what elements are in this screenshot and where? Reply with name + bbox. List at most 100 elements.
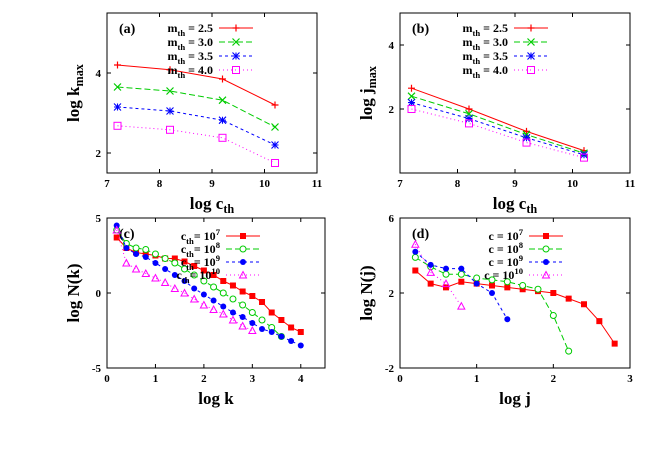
- plot-frame: [399, 12, 631, 174]
- legend-label: mth = 2.5: [167, 21, 213, 38]
- y-tick-label: 2: [389, 288, 395, 300]
- data-point: [407, 98, 416, 107]
- data-point: [259, 299, 266, 305]
- legend-label: cth= 107: [181, 227, 221, 246]
- data-point: [426, 267, 436, 276]
- data-point: [271, 141, 279, 149]
- data-point: [191, 285, 198, 292]
- legend-marker: [527, 24, 535, 32]
- data-point: [142, 254, 149, 260]
- data-point: [523, 127, 530, 135]
- series-line: [117, 86, 276, 128]
- series-line: [117, 125, 276, 164]
- data-point: [442, 270, 450, 278]
- legend-marker: [527, 66, 535, 74]
- x-tick-label: 11: [625, 178, 635, 190]
- data-point: [220, 303, 227, 310]
- y-tick-label: 4: [389, 40, 395, 52]
- y-axis-title: log jmax: [357, 65, 379, 120]
- data-point: [152, 260, 159, 266]
- x-tick-label: 9: [512, 178, 518, 190]
- data-point: [113, 121, 122, 130]
- legend-entry: mth = 3.0: [167, 35, 253, 52]
- y-axis-title: log kmax: [64, 63, 86, 122]
- x-tick-label: 2: [551, 373, 557, 385]
- data-point: [288, 324, 295, 331]
- data-point: [131, 264, 141, 273]
- legend-label: mth = 3.5: [462, 49, 508, 66]
- data-point: [411, 253, 419, 261]
- data-point: [441, 279, 451, 288]
- x-tick-label: 2: [201, 373, 207, 385]
- data-point: [271, 159, 279, 167]
- x-tick-label: 11: [312, 178, 322, 190]
- data-point: [407, 92, 416, 101]
- series-4: [112, 225, 257, 334]
- data-point: [122, 258, 131, 267]
- legend-marker: [527, 52, 535, 60]
- series-1: [408, 84, 588, 155]
- legend-entry: mth = 3.0: [462, 35, 548, 52]
- series-2: [113, 226, 285, 340]
- data-point: [408, 84, 415, 92]
- x-axis-title: log cth: [493, 194, 538, 216]
- x-tick-label: 3: [627, 373, 633, 385]
- legend-label: cth= 109: [181, 253, 220, 272]
- legend-entry: c = 107: [489, 227, 563, 243]
- data-point: [549, 312, 557, 319]
- series-4: [410, 239, 466, 310]
- data-point: [190, 271, 198, 279]
- x-axis-title: log cth: [190, 194, 235, 216]
- legend-label: mth = 4.0: [462, 63, 508, 80]
- legend-entry: mth = 4.0: [167, 63, 253, 80]
- data-point: [410, 239, 420, 248]
- legend-marker: [232, 38, 240, 46]
- data-point: [412, 267, 419, 274]
- legend-label: c = 108: [489, 240, 524, 256]
- data-point: [443, 284, 449, 291]
- series-1: [412, 267, 618, 347]
- legend-entry: mth = 2.5: [167, 21, 253, 38]
- data-point: [239, 301, 247, 309]
- legend-label: c = 1010: [484, 266, 523, 282]
- data-point: [210, 283, 218, 291]
- legend-marker: [543, 233, 549, 239]
- series-line: [411, 95, 585, 154]
- data-point: [189, 294, 199, 303]
- panel-tag: (c): [119, 227, 135, 242]
- data-point: [171, 255, 178, 262]
- data-point: [297, 329, 304, 335]
- x-tick-label: 8: [157, 178, 163, 190]
- data-point: [519, 286, 526, 293]
- data-point: [473, 274, 481, 282]
- legend-entry: mth = 4.0: [462, 63, 548, 80]
- data-point: [489, 282, 495, 289]
- x-tick-label: 0: [104, 373, 110, 385]
- data-point: [220, 278, 227, 284]
- data-point: [113, 103, 122, 111]
- data-point: [218, 309, 228, 318]
- data-point: [522, 133, 531, 142]
- legend-entry: cth= 107: [181, 227, 260, 246]
- data-point: [142, 246, 150, 253]
- data-point: [249, 293, 256, 299]
- y-axis-title: log N(j): [357, 265, 376, 320]
- data-point: [458, 265, 465, 272]
- data-point: [229, 309, 236, 316]
- data-point: [456, 301, 466, 310]
- data-point: [412, 248, 419, 255]
- x-tick-label: 10: [259, 178, 271, 190]
- legend-marker: [541, 270, 551, 279]
- legend-label: cth= 108: [181, 240, 221, 259]
- panel-tag: (d): [412, 227, 429, 242]
- data-point: [191, 263, 198, 269]
- x-tick-label: 7: [397, 178, 403, 190]
- data-point: [271, 123, 279, 131]
- data-point: [181, 278, 188, 284]
- legend-marker: [232, 52, 240, 60]
- data-point: [181, 265, 189, 273]
